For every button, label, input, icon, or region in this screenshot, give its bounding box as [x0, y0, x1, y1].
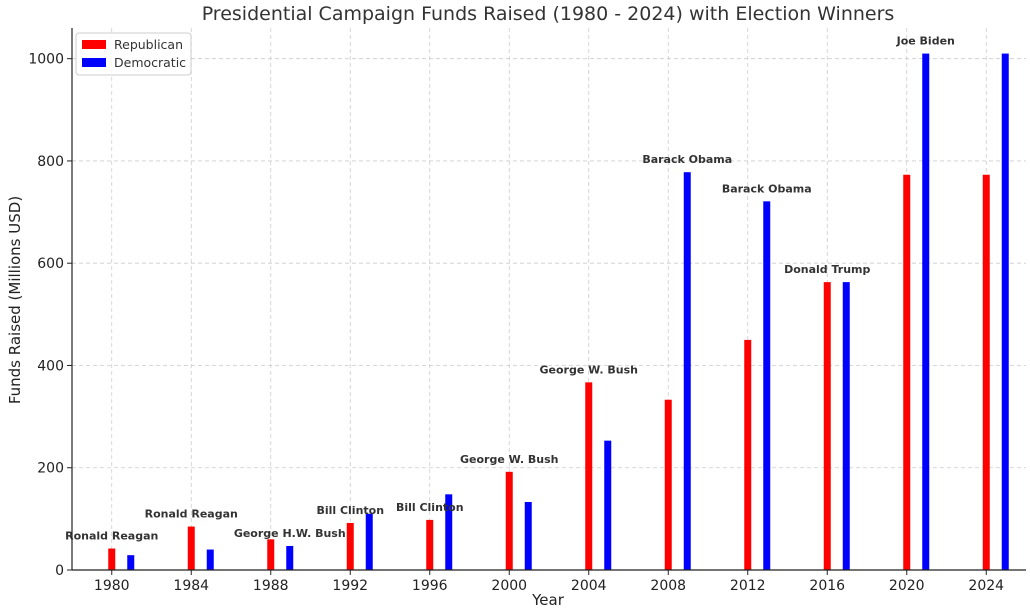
bars-layer [108, 53, 1009, 571]
republican-bar [426, 519, 434, 570]
legend-label-democratic: Democratic [114, 55, 186, 70]
x-tick-label: 2012 [730, 578, 766, 594]
winner-label: George W. Bush [460, 453, 558, 466]
republican-bar [187, 526, 195, 570]
democratic-bar [604, 440, 612, 570]
republican-bar [108, 548, 116, 570]
y-tick-label: 200 [37, 461, 64, 477]
democratic-bar [1001, 53, 1009, 570]
democratic-bar [206, 549, 214, 570]
x-tick-label: 2000 [491, 578, 527, 594]
democratic-bar [445, 494, 453, 570]
y-tick-label: 0 [55, 563, 64, 579]
legend-label-republican: Republican [114, 37, 183, 52]
republican-bar [505, 471, 513, 570]
republican-bar [744, 339, 752, 570]
democratic-bar [922, 53, 930, 570]
y-tick-label: 600 [37, 256, 64, 272]
winner-labels-layer: Ronald Reagan Ronald Reagan George H.W. Bu… [65, 35, 955, 543]
legend-swatch-democratic [82, 58, 106, 67]
y-axis-title: Funds Raised (Millions USD) [6, 196, 24, 404]
y-tick-label: 1000 [28, 52, 64, 68]
democratic-bar [763, 201, 771, 570]
x-tick-label: 2020 [889, 578, 925, 594]
x-tick-label: 1980 [94, 578, 130, 594]
winner-label: George H.W. Bush [234, 527, 346, 540]
democratic-bar [842, 282, 850, 570]
winner-label: Bill Clinton [396, 501, 464, 514]
x-tick-label: 1996 [412, 578, 448, 594]
republican-bar [982, 174, 990, 570]
winner-label: George W. Bush [540, 363, 638, 376]
republican-bar [664, 399, 672, 570]
winner-label: Ronald Reagan [145, 508, 238, 521]
winner-label: Ronald Reagan [65, 530, 158, 543]
legend: Republican Democratic [75, 32, 192, 76]
winner-label: Barack Obama [642, 153, 732, 166]
republican-bar [346, 522, 354, 570]
democratic-bar [127, 555, 135, 570]
grid-layer [72, 28, 1026, 571]
x-tick-label: 2008 [650, 578, 686, 594]
x-tick-label: 2024 [968, 578, 1004, 594]
republican-bar [585, 382, 593, 570]
democratic-bar [683, 172, 691, 571]
x-tick-label: 2004 [571, 578, 607, 594]
winner-label: Bill Clinton [316, 504, 384, 517]
x-axis-title: Year [531, 591, 565, 608]
republican-bar [267, 539, 275, 570]
winner-label: Barack Obama [722, 182, 812, 195]
y-tick-label: 400 [37, 358, 64, 374]
democratic-bar [365, 513, 373, 570]
republican-bar [823, 282, 831, 570]
y-tick-label: 800 [37, 154, 64, 170]
democratic-bar [524, 501, 532, 570]
x-tick-label: 2016 [809, 578, 845, 594]
democratic-bar [286, 545, 294, 570]
winner-label: Donald Trump [784, 263, 870, 276]
x-tick-label: 1992 [332, 578, 368, 594]
republican-bar [903, 174, 911, 570]
axes-layer: 0 200 400 600 800 1000 1980 1984 1988 1992 1996 200… [28, 28, 1026, 594]
legend-swatch-republican [82, 40, 106, 49]
x-tick-label: 1988 [253, 578, 289, 594]
chart-title: Presidential Campaign Funds Raised (1980… [202, 3, 895, 25]
winner-label: Joe Biden [896, 35, 955, 48]
x-tick-label: 1984 [173, 578, 209, 594]
